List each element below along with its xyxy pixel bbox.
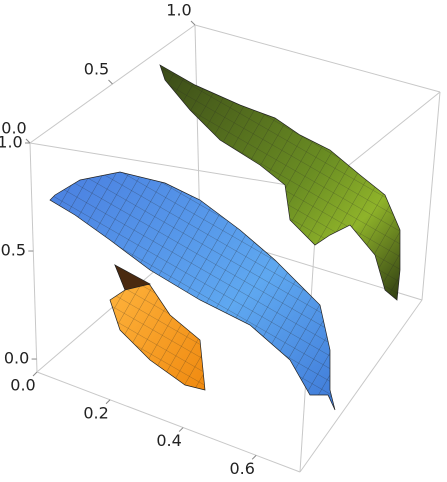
box-edge	[29, 142, 38, 373]
z-tick-label: 0.0	[4, 349, 29, 368]
box-edge	[36, 371, 301, 473]
box-edge	[299, 299, 423, 473]
box-edge	[29, 142, 319, 191]
x-tick-label: 0.0	[10, 376, 35, 395]
tick-mark	[25, 138, 31, 144]
tick-mark	[178, 427, 184, 432]
box-edge	[194, 24, 441, 93]
surfaces	[49, 64, 401, 411]
y-tick-label: 0.5	[84, 60, 109, 79]
z-tick-label: 1.0	[0, 133, 23, 152]
y-tick-label: 0.0	[1, 119, 26, 138]
tick-mark	[105, 399, 111, 405]
tick-mark	[32, 371, 38, 377]
blue-mesh	[50, 172, 335, 410]
box-edge	[421, 91, 441, 301]
box-edge	[194, 24, 201, 233]
x-tick-label: 0.6	[229, 459, 254, 478]
tick-mark	[108, 79, 113, 85]
x-tick-label: 0.4	[156, 431, 181, 450]
y-tick-label: 1.0	[166, 1, 191, 20]
tick-mark	[190, 20, 196, 26]
orange-top	[114, 264, 151, 291]
green-mesh	[160, 65, 400, 300]
x-tick-label: 0.2	[83, 403, 108, 422]
orange-mesh	[110, 265, 205, 390]
z-tick-label: 0.5	[1, 241, 26, 260]
tick-mark	[251, 454, 257, 460]
